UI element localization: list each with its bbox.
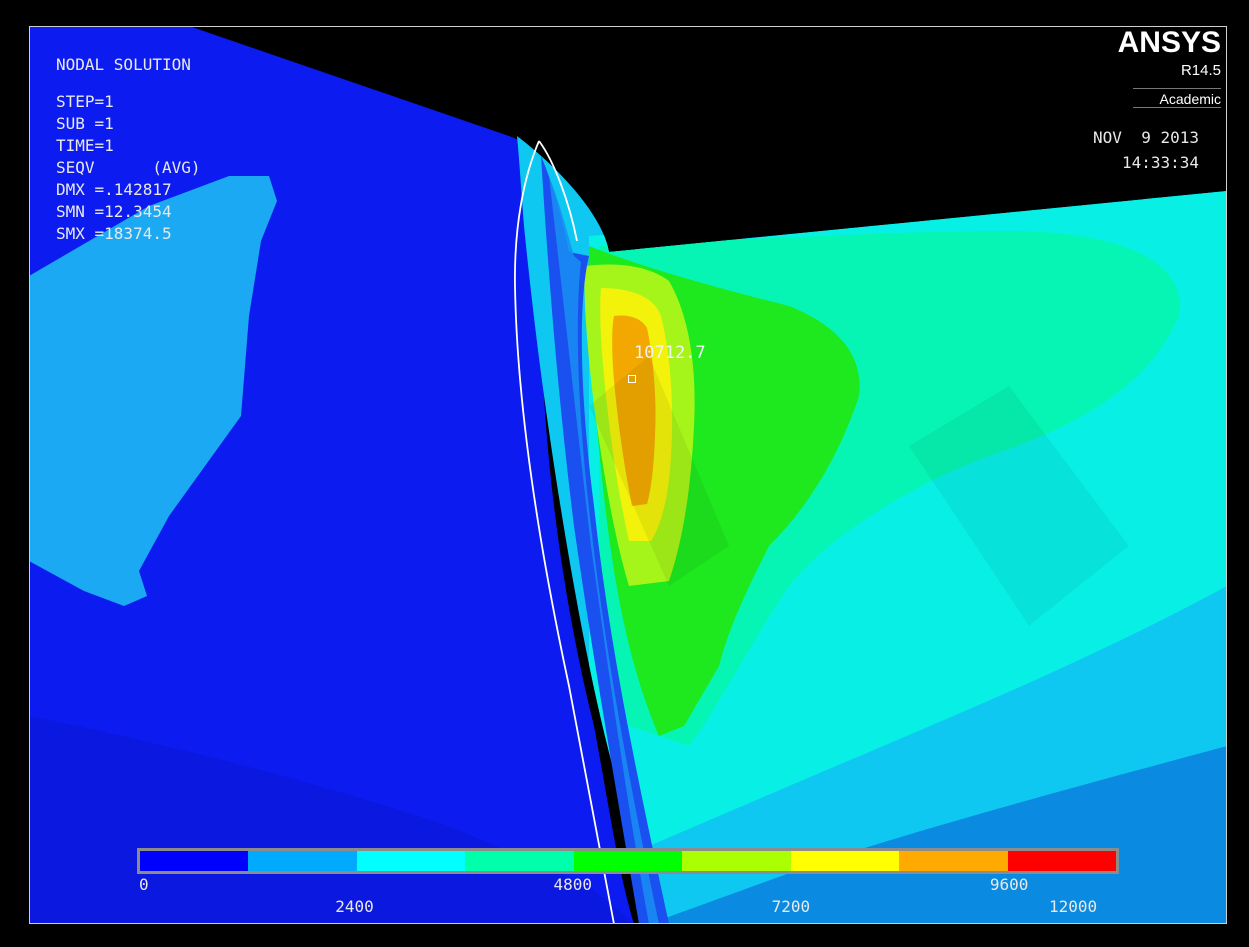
intersection-edge xyxy=(514,140,615,924)
legend-swatch-4 xyxy=(573,851,683,871)
time-value: TIME=1 xyxy=(56,136,114,155)
stress-contour-plot[interactable] xyxy=(29,26,1227,924)
background-void xyxy=(279,26,1227,250)
legend-swatch-6 xyxy=(790,851,900,871)
legend-swatch-5 xyxy=(682,851,791,871)
intersection-edge-top xyxy=(538,140,578,242)
weld-fillet-inner xyxy=(549,176,659,924)
legend-swatch-0 xyxy=(140,851,249,871)
probe-value-label: 10712.7 xyxy=(634,343,706,363)
edition-label: Academic xyxy=(1159,91,1221,107)
dmx-value: DMX =.142817 xyxy=(56,180,172,199)
legend-tick-label: 9600 xyxy=(989,875,1029,894)
legend-tick-label: 0 xyxy=(139,875,149,894)
step-value: STEP=1 xyxy=(56,92,114,111)
plot-frame[interactable]: NODAL SOLUTION STEP=1 SUB =1 TIME=1 SEQV… xyxy=(29,26,1227,924)
edition-badge: Academic xyxy=(1133,88,1221,108)
version-label: R14.5 xyxy=(1180,62,1221,79)
legend-tick-label: 7200 xyxy=(771,897,811,916)
legend-tick-label: 12000 xyxy=(1049,897,1098,916)
legend-tick-label: 4800 xyxy=(553,875,592,894)
mesh-shade-2 xyxy=(909,386,1129,626)
plot-title: NODAL SOLUTION xyxy=(56,55,191,74)
legend-tick-label: 2400 xyxy=(335,897,374,916)
substep-value: SUB =1 xyxy=(56,114,114,133)
smn-value: SMN =12.3454 xyxy=(56,202,172,221)
probe-marker[interactable] xyxy=(628,375,636,383)
contour-legend-bar xyxy=(137,848,1119,874)
legend-swatch-3 xyxy=(465,851,574,871)
legend-swatch-1 xyxy=(248,851,357,871)
orange-region xyxy=(612,315,656,506)
mesh-shade-1 xyxy=(589,356,729,586)
time-label: 14:33:34 xyxy=(1121,153,1199,172)
legend-swatch-7 xyxy=(899,851,1008,871)
left-pipe-light-region xyxy=(29,176,277,606)
ansys-logo: ANSYS xyxy=(1117,26,1221,59)
legend-swatch-2 xyxy=(356,851,466,871)
date-label: NOV 9 2013 xyxy=(1093,128,1199,147)
right-pipe-lower-shade xyxy=(649,746,1227,924)
legend-swatch-8 xyxy=(1007,851,1116,871)
smx-value: SMX =18374.5 xyxy=(56,224,172,243)
result-type: SEQV (AVG) xyxy=(56,158,201,177)
